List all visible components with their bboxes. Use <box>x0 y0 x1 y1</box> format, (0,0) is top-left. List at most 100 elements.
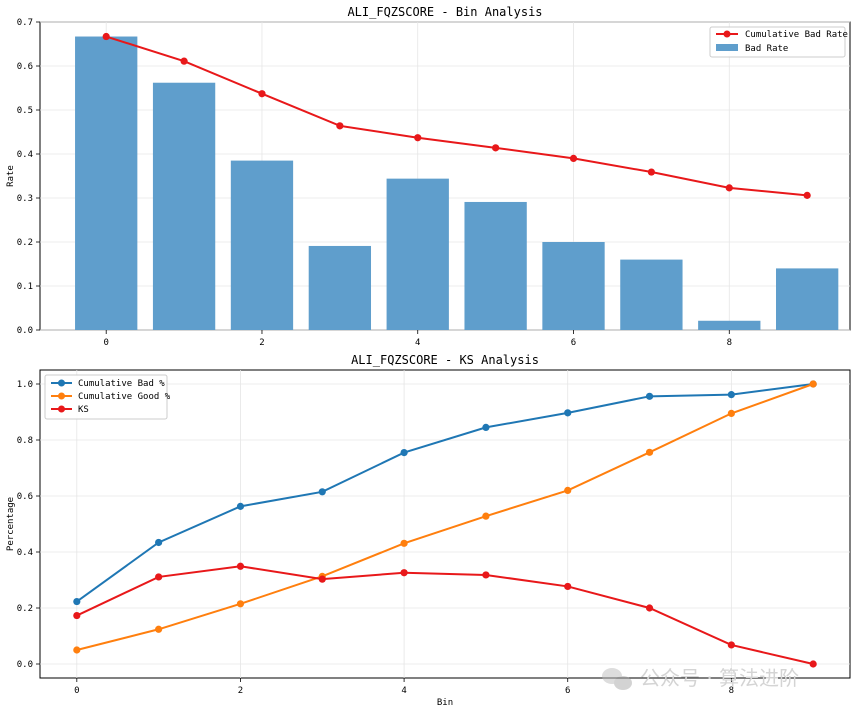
data-point <box>236 562 245 570</box>
y-tick-label: 0.0 <box>17 660 33 670</box>
x-tick-label: 4 <box>401 686 406 696</box>
legend-marker <box>58 405 65 413</box>
legend: Cumulative Bad Rate Bad Rate <box>709 26 848 58</box>
legend-bar-swatch <box>716 44 738 51</box>
ks-analysis-chart: ALI_FQZSCORE - KS Analysis Percentage Bi… <box>6 353 851 708</box>
y-tick-label: 0.0 <box>17 326 33 336</box>
data-point <box>809 380 817 388</box>
x-tick-label: 2 <box>259 338 264 348</box>
y-tick-label: 0.6 <box>17 62 33 72</box>
x-tick-label: 6 <box>571 338 576 348</box>
data-point <box>155 625 163 633</box>
legend-label: Cumulative Bad % <box>78 379 165 389</box>
legend-label: KS <box>78 405 89 415</box>
data-point <box>336 122 344 130</box>
data-point <box>155 573 163 581</box>
data-point <box>727 641 735 649</box>
y-tick-label: 0.2 <box>17 604 33 614</box>
data-point <box>645 392 654 400</box>
bar <box>308 245 372 330</box>
legend-box <box>709 26 846 58</box>
series-line <box>76 383 814 603</box>
legend-marker <box>723 30 731 38</box>
watermark-text: 公众号 · 算法进阶 <box>640 666 799 690</box>
data-point <box>73 611 81 620</box>
data-point <box>564 409 572 417</box>
data-point <box>414 134 422 142</box>
y-tick-label: 0.1 <box>17 282 33 292</box>
watermark: 公众号 · 算法进阶 <box>602 666 799 690</box>
data-point <box>492 144 500 152</box>
data-point <box>102 32 110 41</box>
x-tick-label: 0 <box>103 338 108 348</box>
series-line <box>105 35 808 197</box>
x-tick-label: 8 <box>727 338 732 348</box>
data-point <box>73 597 81 606</box>
bar <box>698 320 761 330</box>
x-tick-label: 6 <box>565 686 570 696</box>
data-point <box>645 604 654 612</box>
data-point <box>564 582 572 591</box>
chart-title: ALI_FQZSCORE - Bin Analysis <box>347 5 542 19</box>
data-point <box>564 486 572 494</box>
chart-title: ALI_FQZSCORE - KS Analysis <box>351 353 539 367</box>
series-line <box>76 383 814 651</box>
data-point <box>809 660 817 668</box>
data-point <box>569 154 578 162</box>
data-point <box>236 502 245 510</box>
legend-label: Cumulative Good % <box>78 392 171 402</box>
x-tick-label: 2 <box>238 686 243 696</box>
bar <box>620 259 683 330</box>
data-point <box>236 600 245 608</box>
legend-label: Cumulative Bad Rate <box>745 30 848 40</box>
data-point <box>482 512 490 520</box>
y-axis-label: Rate <box>6 165 16 187</box>
data-point <box>400 449 408 457</box>
data-point <box>400 569 408 577</box>
bin-analysis-chart: ALI_FQZSCORE - Bin Analysis Rate 0 2 4 6 8 0.… <box>6 5 851 348</box>
x-axis-label: Bin <box>437 698 453 708</box>
y-tick-label: 0.8 <box>17 436 33 446</box>
y-tick-label: 0.4 <box>17 150 33 160</box>
y-tick-label: 0.4 <box>17 548 33 558</box>
y-tick-label: 0.7 <box>17 18 33 28</box>
data-point <box>647 168 655 176</box>
series-line <box>76 565 814 665</box>
axis-ticks: 0 2 4 6 8 0.0 0.1 0.2 0.3 0.4 0.5 0.6 0.7 <box>17 18 732 348</box>
legend-marker <box>58 392 65 400</box>
y-axis-label: Percentage <box>6 497 16 551</box>
x-tick-label: 4 <box>415 338 420 348</box>
y-tick-label: 0.2 <box>17 238 33 248</box>
data-point <box>73 646 81 654</box>
bar <box>542 242 605 330</box>
y-tick-label: 1.0 <box>17 380 33 390</box>
data-point <box>725 184 733 192</box>
data-point <box>155 538 163 547</box>
plot-area <box>39 369 851 679</box>
bar <box>152 82 216 330</box>
bar <box>75 36 138 331</box>
line-series <box>102 32 811 199</box>
legend-box <box>44 374 168 420</box>
data-point <box>803 191 811 199</box>
y-tick-label: 0.6 <box>17 492 33 502</box>
data-point <box>400 539 408 547</box>
x-tick-label: 8 <box>729 686 734 696</box>
legend: Cumulative Bad % Cumulative Good % KS <box>44 374 171 420</box>
y-tick-label: 0.5 <box>17 106 33 116</box>
grid <box>40 370 850 678</box>
data-point <box>180 57 188 65</box>
data-point <box>318 488 326 496</box>
data-point <box>482 423 490 431</box>
x-tick-label: 0 <box>74 686 79 696</box>
legend-marker <box>58 379 65 387</box>
wechat-icon <box>602 668 632 690</box>
bar <box>230 160 294 330</box>
bar <box>776 268 839 330</box>
legend-label: Bad Rate <box>745 44 788 54</box>
data-point <box>727 409 735 417</box>
line-series <box>73 380 817 668</box>
data-point <box>645 448 654 456</box>
data-point <box>258 90 266 98</box>
